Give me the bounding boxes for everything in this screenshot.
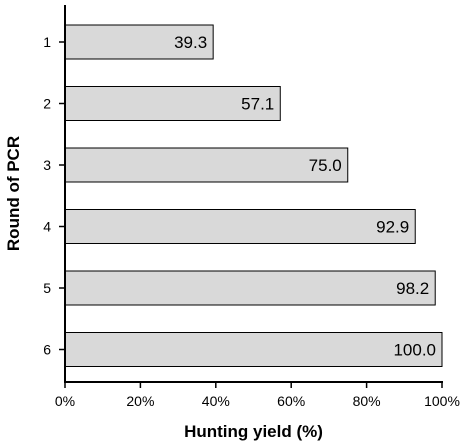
bar-round-1	[64, 24, 214, 60]
data-label-round-3: 75.0	[309, 156, 342, 175]
bar-round-5	[64, 270, 436, 306]
x-tick-label-20: 20%	[126, 393, 154, 409]
x-tick-label-40: 40%	[202, 393, 230, 409]
y-tick-label-2: 2	[43, 96, 51, 112]
y-tick-label-4: 4	[43, 219, 51, 235]
bar-round-3	[64, 147, 349, 183]
x-tick-label-0: 0%	[55, 393, 75, 409]
bar-round-6	[64, 332, 443, 367]
data-label-round-4: 92.9	[376, 218, 409, 237]
data-label-round-5: 98.2	[396, 279, 429, 298]
bar-round-2	[64, 86, 281, 121]
x-tick-label-100: 100%	[424, 393, 460, 409]
data-label-round-1: 39.3	[174, 33, 207, 52]
x-tick-label-80: 80%	[353, 393, 381, 409]
data-label-round-6: 100.0	[393, 341, 436, 360]
x-axis-title: Hunting yield (%)	[184, 422, 323, 441]
y-axis-title: Round of PCR	[4, 136, 23, 251]
y-tick-label-5: 5	[43, 280, 51, 296]
y-tick-label-3: 3	[43, 157, 51, 173]
x-tick-label-60: 60%	[277, 393, 305, 409]
bar-round-4	[64, 209, 416, 244]
y-tick-label-1: 1	[43, 34, 51, 50]
bars-layer: 39.3 57.1 75.0 92.9 98.2 100.0	[64, 24, 443, 367]
y-tick-label-6: 6	[43, 342, 51, 358]
data-label-round-2: 57.1	[241, 95, 274, 114]
